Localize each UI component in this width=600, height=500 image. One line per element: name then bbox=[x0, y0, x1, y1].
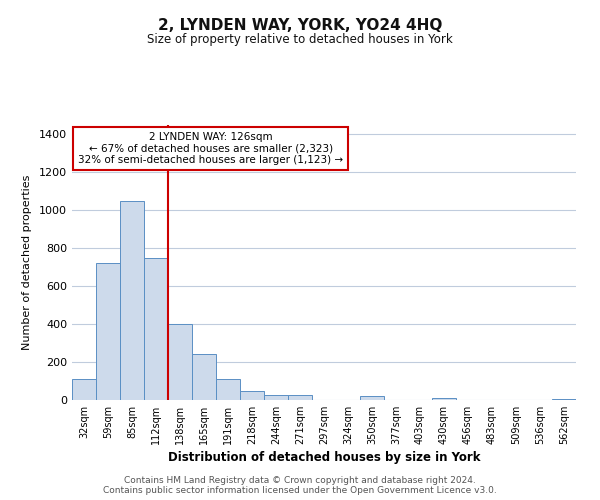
Bar bbox=[288, 396, 312, 400]
Bar bbox=[96, 264, 120, 400]
Bar bbox=[168, 324, 192, 400]
Bar bbox=[144, 258, 168, 400]
Text: Size of property relative to detached houses in York: Size of property relative to detached ho… bbox=[147, 32, 453, 46]
Bar bbox=[240, 391, 264, 400]
Y-axis label: Number of detached properties: Number of detached properties bbox=[22, 175, 32, 350]
Text: 2 LYNDEN WAY: 126sqm
← 67% of detached houses are smaller (2,323)
32% of semi-de: 2 LYNDEN WAY: 126sqm ← 67% of detached h… bbox=[78, 132, 343, 165]
Bar bbox=[216, 379, 240, 400]
Text: Contains HM Land Registry data © Crown copyright and database right 2024.: Contains HM Land Registry data © Crown c… bbox=[124, 476, 476, 485]
Bar bbox=[552, 399, 576, 400]
Bar bbox=[264, 395, 288, 400]
Bar bbox=[360, 396, 384, 400]
Text: 2, LYNDEN WAY, YORK, YO24 4HQ: 2, LYNDEN WAY, YORK, YO24 4HQ bbox=[158, 18, 442, 32]
Text: Contains public sector information licensed under the Open Government Licence v3: Contains public sector information licen… bbox=[103, 486, 497, 495]
Bar bbox=[192, 354, 216, 400]
Bar bbox=[120, 201, 144, 400]
X-axis label: Distribution of detached houses by size in York: Distribution of detached houses by size … bbox=[168, 451, 480, 464]
Bar bbox=[72, 379, 96, 400]
Bar bbox=[432, 398, 456, 400]
